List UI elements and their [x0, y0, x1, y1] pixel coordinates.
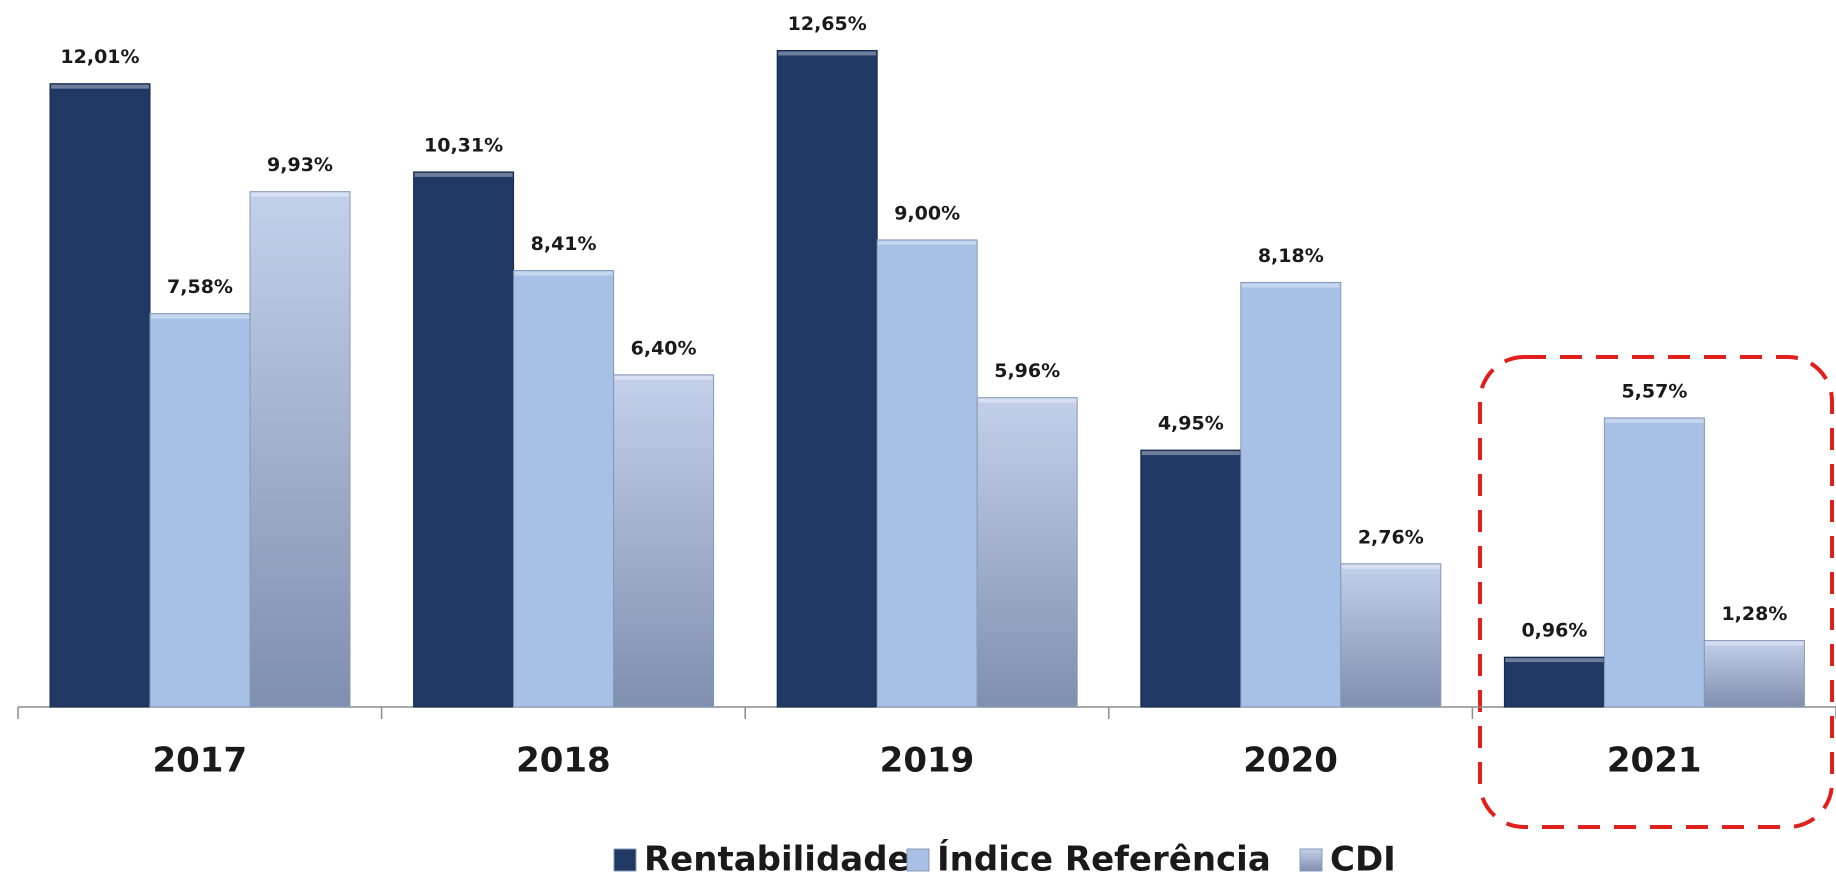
data-label: 12,65% [788, 13, 867, 35]
x-tick-label: 2021 [1607, 741, 1702, 781]
bar-highlight [1341, 564, 1440, 569]
data-label: 7,58% [167, 276, 233, 298]
bar [1240, 281, 1342, 708]
bar-highlight [51, 84, 149, 89]
data-label: 9,00% [894, 202, 960, 224]
bar [49, 83, 151, 708]
data-label: 5,96% [994, 360, 1060, 382]
bar [1140, 449, 1242, 708]
data-label: 1,28% [1721, 603, 1787, 625]
bar-highlight [878, 240, 977, 245]
legend-swatch [1299, 848, 1323, 872]
data-label: 4,95% [1158, 413, 1224, 435]
bar [1503, 656, 1605, 708]
highlight-box [1478, 355, 1834, 829]
legend-swatch [613, 848, 637, 872]
data-label: 0,96% [1521, 620, 1587, 642]
bar [513, 270, 615, 708]
bar [1340, 563, 1442, 708]
bar [1603, 417, 1705, 708]
data-label: 5,57% [1621, 380, 1687, 402]
bar-highlight [1141, 451, 1240, 456]
bar-highlight [1505, 658, 1604, 663]
x-tick-label: 2020 [1243, 741, 1338, 781]
bar-highlight [1605, 418, 1704, 423]
bar-highlight [414, 172, 513, 177]
x-tick-label: 2017 [152, 741, 247, 781]
legend-label: Índice Referência [937, 839, 1271, 880]
bar-highlight [978, 398, 1077, 403]
bar-highlight [1705, 641, 1804, 646]
legend-label: CDI [1330, 840, 1396, 880]
bar [149, 313, 251, 708]
data-label: 8,41% [531, 233, 597, 255]
bar-highlight [614, 375, 713, 380]
x-tick-label: 2018 [516, 741, 611, 781]
data-label: 12,01% [60, 46, 139, 68]
data-label: 9,93% [267, 154, 333, 176]
legend-swatch [906, 848, 930, 872]
bar-highlight [251, 192, 349, 197]
bar [976, 397, 1078, 708]
data-label: 2,76% [1358, 526, 1424, 548]
bar [876, 239, 978, 708]
bar [776, 49, 878, 708]
bar [249, 191, 351, 708]
bar-highlight [778, 51, 877, 56]
data-label: 8,18% [1258, 245, 1324, 267]
bar-highlight [1241, 283, 1340, 288]
x-tick-label: 2019 [880, 741, 975, 781]
data-label: 10,31% [424, 134, 503, 156]
bar [613, 374, 715, 708]
bar [413, 171, 515, 708]
data-label: 6,40% [631, 337, 697, 359]
bar-highlight [151, 314, 249, 319]
bar-highlight [514, 271, 613, 276]
bar [1703, 640, 1805, 708]
legend-label: Rentabilidade [644, 840, 911, 880]
